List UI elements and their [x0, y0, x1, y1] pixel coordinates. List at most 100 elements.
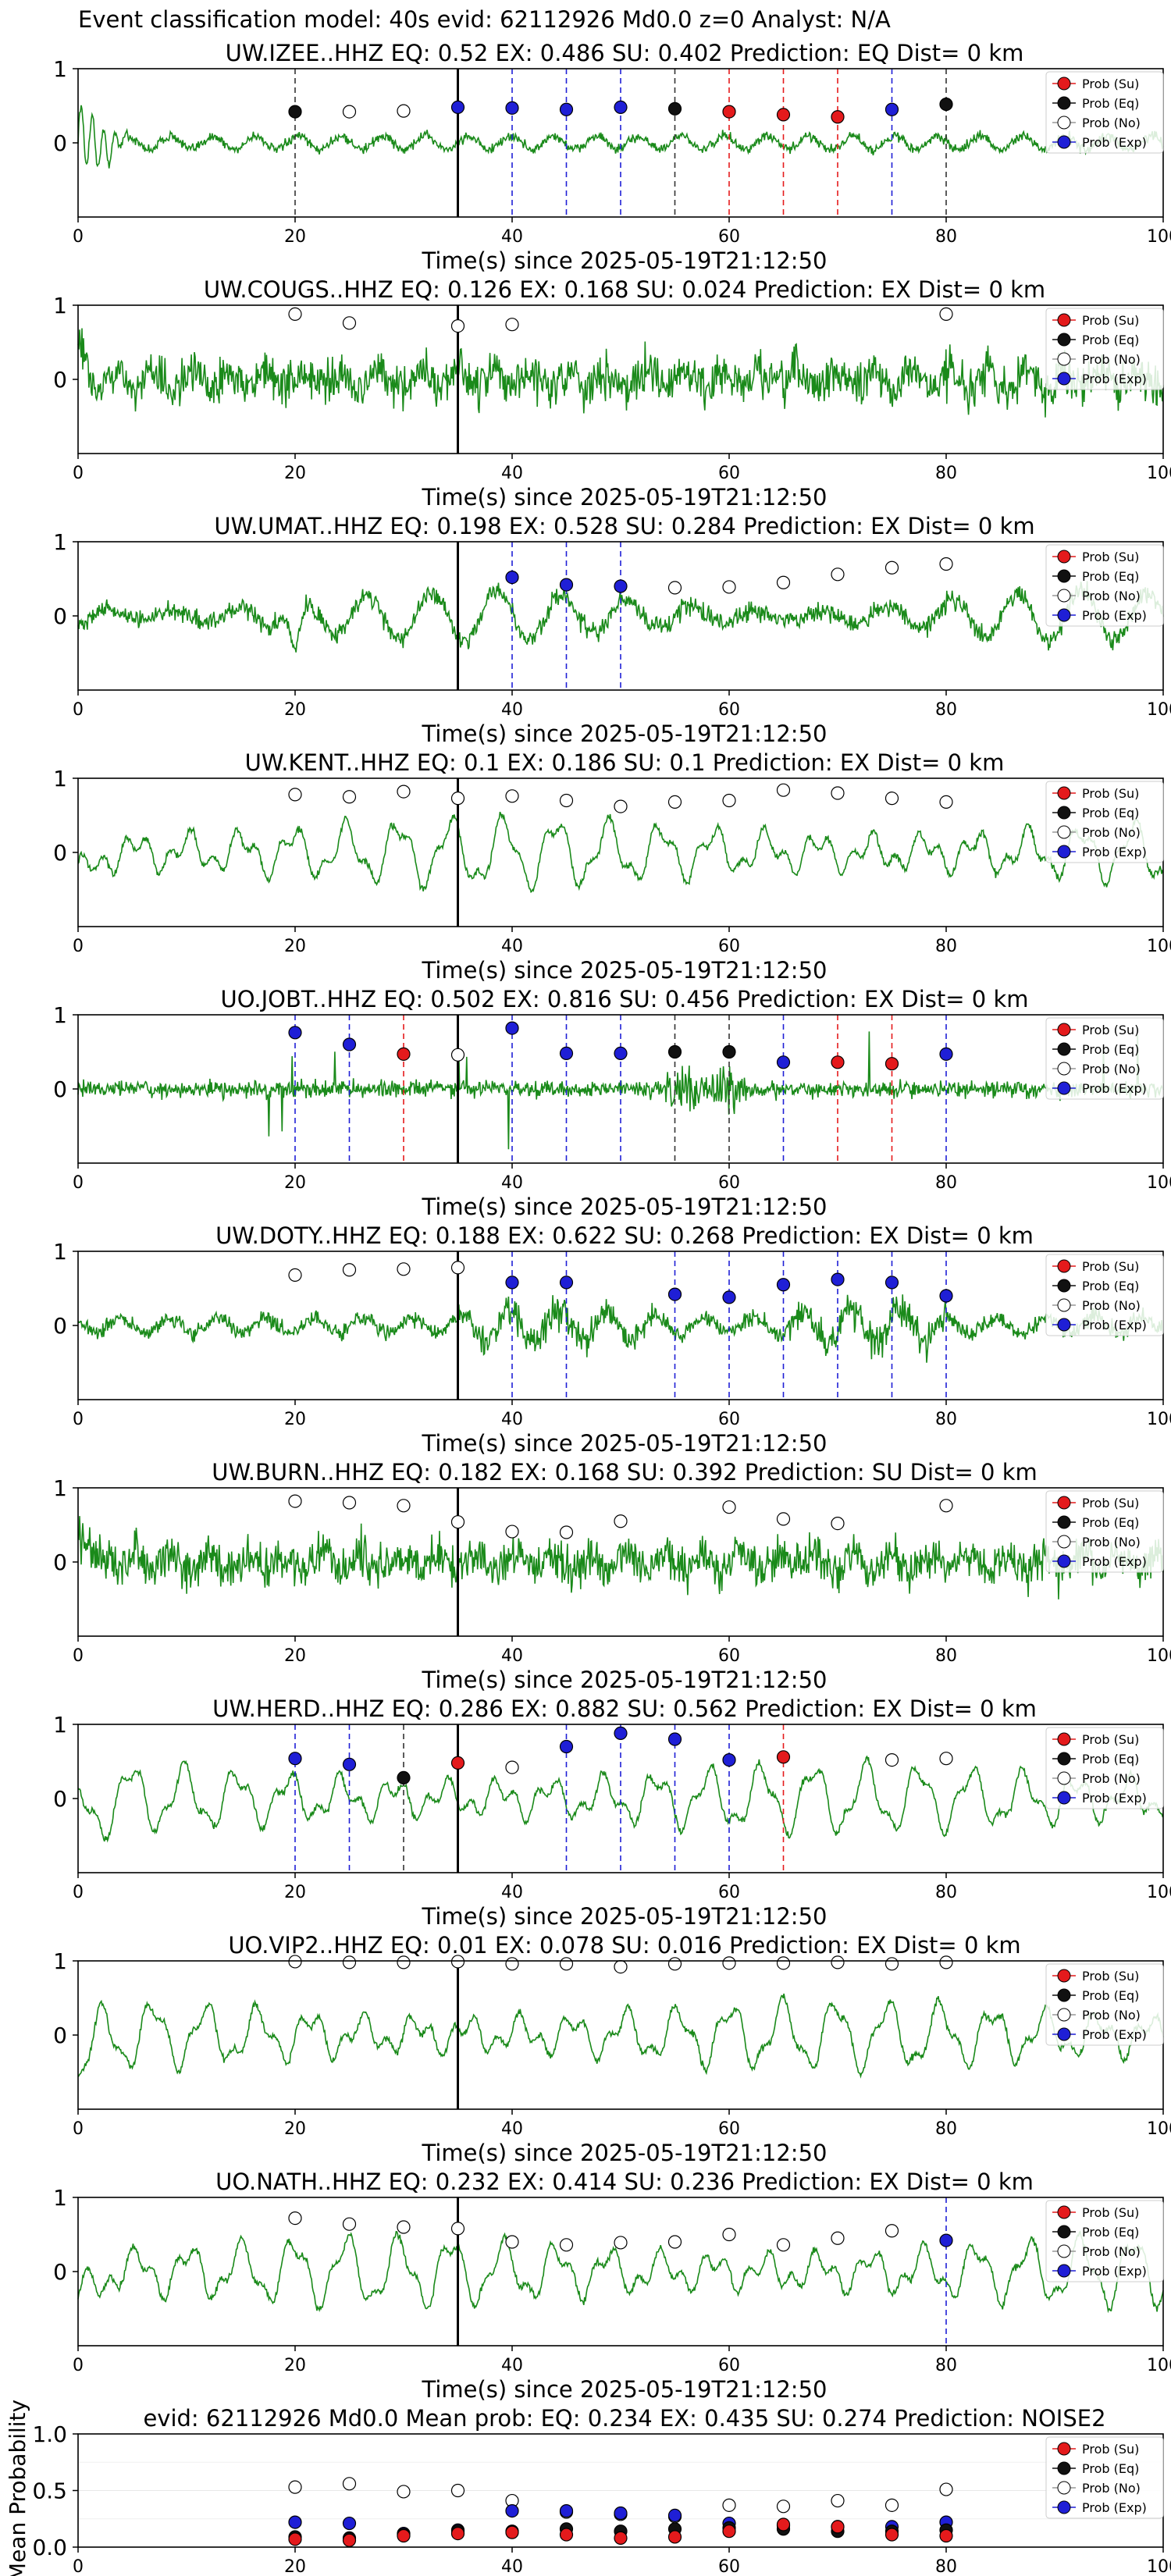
prob-marker-no	[831, 786, 845, 800]
seismic-trace	[77, 1031, 1164, 1150]
prob-marker-no	[884, 1957, 899, 1971]
x-tick-label: 100	[1147, 1173, 1171, 1193]
x-axis-label: Time(s) since 2025-05-19T21:12:50	[422, 1430, 828, 1457]
prob-marker-no	[831, 2231, 845, 2245]
prob-marker-no	[342, 316, 357, 330]
mean-prob-marker-no	[450, 2483, 465, 2498]
prob-marker-no	[831, 1516, 845, 1531]
y-tick-label: 0	[53, 840, 67, 866]
prob-marker-exp	[884, 1276, 899, 1290]
x-tick-label: 20	[284, 1173, 306, 1193]
mean-prob-marker-no	[288, 2480, 302, 2494]
prob-marker-no	[831, 1955, 845, 1969]
x-tick-label: 80	[935, 700, 957, 720]
seismic-trace	[77, 2230, 1164, 2314]
legend-marker-exp	[1057, 1318, 1071, 1332]
y-tick-label: 1	[53, 1475, 67, 1501]
prob-marker-su	[776, 1750, 791, 1764]
prob-marker-no	[450, 792, 465, 806]
prob-marker-no	[614, 799, 628, 813]
prob-marker-eq	[939, 98, 953, 112]
mean-prob-marker-su	[559, 2528, 574, 2542]
mean-prob-marker-su	[505, 2525, 519, 2539]
legend-marker-eq	[1057, 569, 1071, 583]
legend-label-no: Prob (No)	[1082, 1771, 1141, 1786]
legend-label-su: Prob (Su)	[1082, 1259, 1139, 1274]
legend-marker-exp	[1057, 2027, 1071, 2041]
prob-marker-exp	[614, 579, 628, 593]
prob-marker-no	[884, 2224, 899, 2238]
legend-label-eq: Prob (Eq)	[1082, 1042, 1139, 1057]
prob-marker-no	[776, 2238, 791, 2252]
legend-label-exp: Prob (Exp)	[1082, 2027, 1147, 2042]
legend-label-exp: Prob (Exp)	[1082, 2500, 1147, 2515]
mean-prob-marker-no	[776, 2500, 791, 2514]
prob-marker-su	[397, 1047, 411, 1061]
legend-label-exp: Prob (Exp)	[1082, 845, 1147, 859]
prob-marker-no	[505, 1957, 519, 1971]
prob-marker-exp	[505, 1021, 519, 1035]
prob-marker-su	[831, 1055, 845, 1069]
legend-box	[1045, 308, 1164, 390]
prob-marker-no	[776, 575, 791, 589]
y-tick-label: 1	[53, 1948, 67, 1974]
legend-label-no: Prob (No)	[1082, 825, 1141, 840]
x-tick-label: 20	[284, 1646, 306, 1666]
panel-title: UO.JOBT..HHZ EQ: 0.502 EX: 0.816 SU: 0.4…	[221, 986, 1029, 1012]
x-tick-label: 40	[501, 2557, 523, 2576]
legend-marker-exp	[1057, 1554, 1071, 1568]
prob-marker-su	[722, 105, 736, 119]
prob-marker-no	[667, 795, 682, 809]
prob-marker-no	[614, 2236, 628, 2250]
legend-label-su: Prob (Su)	[1082, 2205, 1139, 2220]
prob-marker-no	[614, 1960, 628, 1974]
prob-marker-exp	[559, 1046, 574, 1061]
prob-marker-no	[450, 319, 465, 333]
prob-marker-no	[667, 2235, 682, 2249]
mean-prob-marker-su	[397, 2528, 411, 2543]
x-axis-label: Time(s) since 2025-05-19T21:12:50	[422, 1903, 828, 1930]
prob-marker-exp	[288, 1026, 302, 1040]
x-tick-label: 20	[284, 700, 306, 720]
prob-marker-exp	[559, 578, 574, 592]
plot-frame	[77, 2197, 1164, 2347]
seismic-trace	[77, 1993, 1164, 2079]
legend-marker-su	[1057, 76, 1071, 91]
prob-marker-no	[342, 1955, 357, 1969]
legend-label-su: Prob (Su)	[1082, 1023, 1139, 1037]
prob-marker-no	[831, 568, 845, 582]
legend-label-exp: Prob (Exp)	[1082, 2264, 1147, 2279]
x-tick-label: 100	[1147, 2356, 1171, 2375]
legend-marker-su	[1057, 1259, 1071, 1273]
prob-marker-eq	[288, 105, 302, 119]
prob-marker-no	[342, 105, 357, 119]
x-tick-label: 60	[718, 2557, 740, 2576]
prob-marker-exp	[939, 2233, 953, 2247]
mean-prob-marker-su	[884, 2528, 899, 2542]
x-tick-label: 100	[1147, 1883, 1171, 1902]
prob-marker-exp	[505, 1276, 519, 1290]
mean-prob-marker-su	[667, 2530, 682, 2544]
seismic-trace	[77, 811, 1164, 894]
prob-marker-no	[505, 1525, 519, 1539]
prob-marker-no	[722, 1500, 736, 1514]
prob-marker-exp	[559, 102, 574, 116]
legend-label-eq: Prob (Eq)	[1082, 1988, 1139, 2003]
x-tick-label: 40	[501, 227, 523, 247]
y-tick-label: 0	[53, 1550, 67, 1575]
legend-marker-su	[1057, 786, 1071, 800]
legend-label-su: Prob (Su)	[1082, 76, 1139, 91]
prob-marker-exp	[831, 1272, 845, 1286]
x-tick-label: 60	[718, 227, 740, 247]
legend-label-su: Prob (Su)	[1082, 786, 1139, 801]
legend-label-eq: Prob (Eq)	[1082, 2225, 1139, 2240]
legend-label-su: Prob (Su)	[1082, 313, 1139, 328]
mean-prob-marker-su	[831, 2520, 845, 2534]
prob-marker-su	[450, 1756, 465, 1770]
prob-marker-su	[884, 1057, 899, 1071]
x-tick-label: 100	[1147, 227, 1171, 247]
x-axis-label: Time(s) since 2025-05-19T21:12:50	[422, 957, 828, 984]
panel-title: UW.COUGS..HHZ EQ: 0.126 EX: 0.168 SU: 0.…	[204, 276, 1045, 303]
prob-marker-no	[722, 793, 736, 808]
